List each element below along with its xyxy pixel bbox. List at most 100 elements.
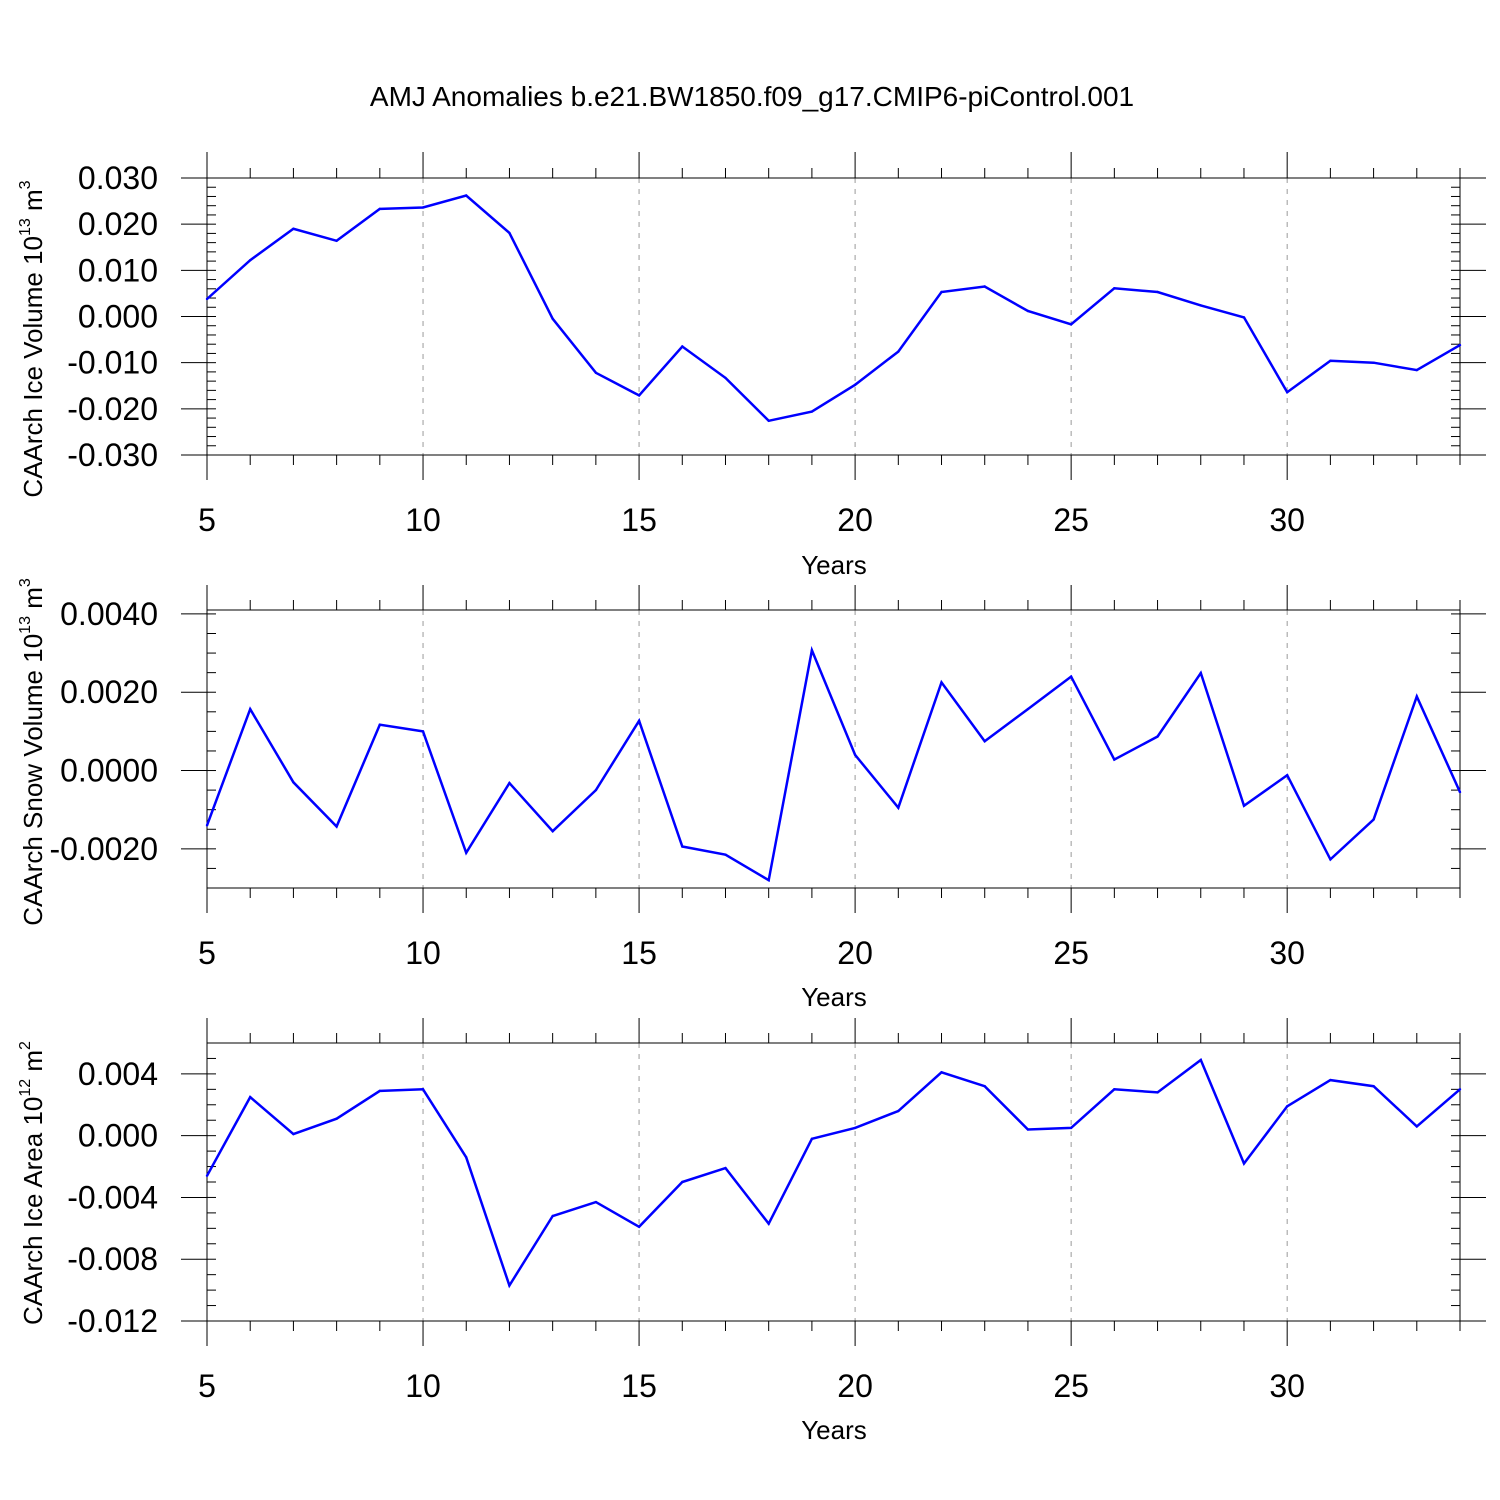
data-point	[1286, 1105, 1289, 1108]
data-point	[249, 259, 252, 262]
x-tick-label: 15	[621, 1368, 657, 1404]
x-axis-label: Years	[801, 550, 867, 580]
data-point	[205, 1174, 209, 1178]
y-tick-label: 0.010	[78, 252, 158, 288]
data-point	[508, 781, 511, 785]
series-line	[206, 194, 1461, 423]
x-tick-label: 25	[1053, 502, 1089, 538]
data-point	[1069, 1126, 1073, 1130]
x-tick-label: 5	[198, 1368, 216, 1404]
data-point	[551, 1214, 554, 1218]
data-point	[551, 317, 554, 320]
data-point	[1286, 391, 1289, 394]
data-point	[594, 1200, 598, 1204]
data-point	[1156, 290, 1159, 294]
x-tick-label: 5	[198, 502, 216, 538]
data-point	[335, 825, 338, 828]
data-point	[1458, 1088, 1462, 1091]
data-point	[1372, 1085, 1375, 1088]
data-point	[421, 1088, 425, 1091]
data-point	[983, 1085, 986, 1088]
y-tick-label: 0.000	[78, 1118, 158, 1154]
data-point	[1329, 858, 1332, 861]
y-tick-label: -0.030	[67, 437, 158, 473]
data-point	[724, 853, 727, 856]
data-point	[940, 1071, 943, 1074]
data-point	[1415, 368, 1419, 372]
data-point	[1242, 1162, 1246, 1165]
data-point	[1199, 304, 1203, 307]
data-point	[1199, 1058, 1203, 1062]
y-tick-label: 0.0000	[60, 753, 158, 789]
data-point	[853, 753, 857, 757]
data-point	[767, 1222, 770, 1225]
data-point	[1156, 735, 1159, 738]
y-tick-label: -0.012	[67, 1303, 158, 1339]
data-point	[1026, 707, 1030, 711]
data-point	[724, 376, 727, 380]
data-point	[1372, 818, 1375, 821]
data-point	[853, 383, 857, 386]
y-axis-label: CAArch Ice Volume 1013 m3	[17, 180, 48, 497]
y-axis-label: CAArch Ice Area 1012 m2	[17, 1041, 48, 1325]
data-point	[465, 1156, 468, 1159]
figure-title: AMJ Anomalies b.e21.BW1850.f09_g17.CMIP6…	[370, 81, 1134, 112]
x-axis-label: Years	[801, 982, 867, 1012]
x-tick-label: 20	[837, 1368, 873, 1404]
data-point	[465, 194, 468, 197]
data-point	[1458, 343, 1462, 347]
y-tick-label: 0.020	[78, 206, 158, 242]
series-line	[205, 645, 1462, 883]
data-point	[1069, 323, 1073, 326]
data-point	[1199, 671, 1203, 675]
x-axis-label: Years	[801, 1415, 867, 1445]
data-point	[1415, 695, 1419, 698]
data-point	[810, 410, 814, 413]
data-point	[465, 851, 468, 854]
y-axis-label: CAArch Snow Volume 1013 m3	[17, 578, 48, 926]
data-point	[1113, 758, 1116, 761]
data-point	[292, 227, 295, 230]
x-tick-label: 30	[1269, 1368, 1305, 1404]
data-point	[508, 231, 511, 235]
data-point	[1026, 1128, 1030, 1131]
x-tick-label: 15	[621, 502, 657, 538]
data-point	[940, 290, 943, 294]
data-point	[378, 207, 381, 211]
data-point	[205, 297, 209, 301]
y-tick-label: 0.004	[78, 1056, 158, 1092]
y-tick-label: 0.0020	[60, 674, 158, 710]
panel-snow-volume: 5 10 15 20 25 30 0.0040 0.0020 0.0000 -0.0020 Year…	[17, 578, 1486, 1012]
data-point	[378, 1089, 381, 1093]
data-point	[551, 830, 554, 833]
data-point	[853, 1126, 857, 1130]
data-point	[335, 239, 338, 242]
data-point	[1286, 774, 1289, 777]
data-point	[724, 1166, 727, 1170]
data-point	[1113, 1088, 1116, 1091]
data-point	[594, 788, 598, 792]
data-point	[810, 649, 814, 652]
x-tick-label: 10	[405, 1368, 441, 1404]
data-point	[335, 1117, 338, 1120]
data-point	[1242, 804, 1246, 807]
series-line	[205, 1058, 1461, 1289]
data-point	[681, 845, 684, 848]
x-tick-label: 20	[837, 502, 873, 538]
data-point	[983, 285, 986, 288]
data-point	[292, 781, 295, 784]
data-point	[983, 740, 986, 743]
data-point	[1156, 1091, 1159, 1094]
data-point	[594, 371, 598, 374]
y-tick-label: -0.0020	[49, 831, 158, 867]
data-point	[249, 1095, 252, 1099]
y-tick-label: 0.030	[78, 160, 158, 196]
data-point	[681, 1180, 684, 1184]
data-point	[897, 350, 900, 353]
data-point	[249, 707, 252, 711]
data-point	[421, 730, 425, 733]
plot-frame	[206, 177, 1461, 456]
x-tick-label: 30	[1269, 935, 1305, 971]
data-point	[767, 879, 770, 882]
